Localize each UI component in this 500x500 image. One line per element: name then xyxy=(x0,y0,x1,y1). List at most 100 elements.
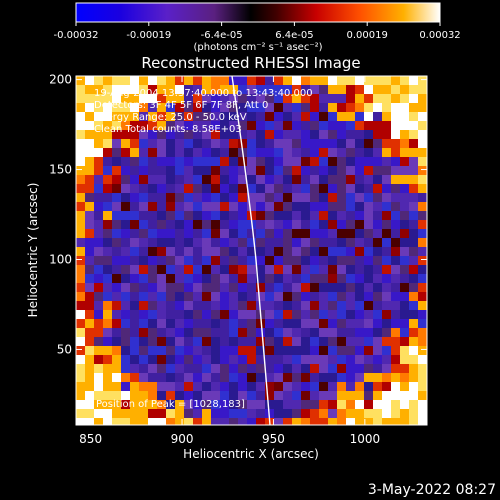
image-cell xyxy=(247,85,256,94)
image-cell xyxy=(112,328,121,337)
image-cell xyxy=(220,382,229,391)
image-cell xyxy=(121,202,130,211)
image-cell xyxy=(121,76,130,85)
image-cell xyxy=(400,337,409,346)
image-cell xyxy=(265,319,274,328)
image-cell xyxy=(400,121,409,130)
image-cell xyxy=(373,364,382,373)
image-cell xyxy=(373,121,382,130)
image-cell xyxy=(220,202,229,211)
image-cell xyxy=(130,265,139,274)
image-cell xyxy=(301,121,310,130)
image-cell xyxy=(76,85,85,94)
image-cell xyxy=(202,103,211,112)
image-cell xyxy=(94,355,103,364)
image-cell xyxy=(346,292,355,301)
image-cell xyxy=(409,256,418,265)
image-cell xyxy=(166,94,175,103)
image-cell xyxy=(139,355,148,364)
image-cell xyxy=(157,175,166,184)
image-cell xyxy=(328,184,337,193)
image-cell xyxy=(175,301,184,310)
image-cell xyxy=(103,274,112,283)
image-cell xyxy=(409,202,418,211)
image-cell xyxy=(112,346,121,355)
image-cell xyxy=(391,211,400,220)
peak-position-label: Position of Peak = [1028,183] xyxy=(96,399,245,410)
image-cell xyxy=(166,247,175,256)
image-cell xyxy=(256,85,265,94)
image-cell xyxy=(121,166,130,175)
image-cell xyxy=(238,373,247,382)
image-cell xyxy=(220,328,229,337)
image-cell xyxy=(148,220,157,229)
image-cell xyxy=(202,229,211,238)
image-cell xyxy=(364,373,373,382)
image-cell xyxy=(130,355,139,364)
image-cell xyxy=(238,274,247,283)
image-cell xyxy=(220,418,229,425)
image-cell xyxy=(337,337,346,346)
image-cell xyxy=(337,112,346,121)
image-cell xyxy=(193,94,202,103)
image-cell xyxy=(247,283,256,292)
image-cell xyxy=(409,157,418,166)
image-cell xyxy=(229,310,238,319)
image-cell xyxy=(265,283,274,292)
image-cell xyxy=(193,319,202,328)
image-cell xyxy=(103,391,112,400)
image-cell xyxy=(139,364,148,373)
image-cell xyxy=(382,184,391,193)
image-cell xyxy=(85,166,94,175)
image-cell xyxy=(274,409,283,418)
image-cell xyxy=(355,202,364,211)
image-cell xyxy=(157,121,166,130)
image-cell xyxy=(193,211,202,220)
image-cell xyxy=(382,328,391,337)
image-cell xyxy=(220,184,229,193)
image-cell xyxy=(166,400,175,409)
image-cell xyxy=(184,211,193,220)
timestamp: 3-May-2022 08:27 xyxy=(368,482,496,498)
image-cell xyxy=(175,184,184,193)
image-cell xyxy=(238,391,247,400)
image-cell xyxy=(274,283,283,292)
image-cell xyxy=(184,139,193,148)
image-cell xyxy=(202,148,211,157)
image-cell xyxy=(193,121,202,130)
image-cell xyxy=(409,112,418,121)
image-cell xyxy=(247,301,256,310)
image-cell xyxy=(202,247,211,256)
image-cell xyxy=(274,256,283,265)
image-cell xyxy=(202,85,211,94)
image-cell xyxy=(292,310,301,319)
image-cell xyxy=(112,310,121,319)
image-cell xyxy=(373,418,382,425)
image-cell xyxy=(175,346,184,355)
image-cell xyxy=(148,112,157,121)
image-cell xyxy=(157,328,166,337)
image-cell xyxy=(409,391,418,400)
image-cell xyxy=(184,112,193,121)
image-cell xyxy=(247,373,256,382)
image-cell xyxy=(166,130,175,139)
image-cell xyxy=(310,274,319,283)
image-cell xyxy=(283,184,292,193)
image-cell xyxy=(337,184,346,193)
image-cell xyxy=(265,391,274,400)
image-cell xyxy=(382,220,391,229)
image-cell xyxy=(355,157,364,166)
image-cell xyxy=(112,148,121,157)
image-cell xyxy=(139,94,148,103)
image-cell xyxy=(94,130,103,139)
image-cell xyxy=(112,301,121,310)
image-cell xyxy=(85,409,94,418)
image-cell xyxy=(283,202,292,211)
image-cell xyxy=(94,193,103,202)
image-cell xyxy=(310,400,319,409)
image-cell xyxy=(247,355,256,364)
image-cell xyxy=(94,409,103,418)
image-cell xyxy=(166,157,175,166)
image-cell xyxy=(337,346,346,355)
image-cell xyxy=(247,337,256,346)
